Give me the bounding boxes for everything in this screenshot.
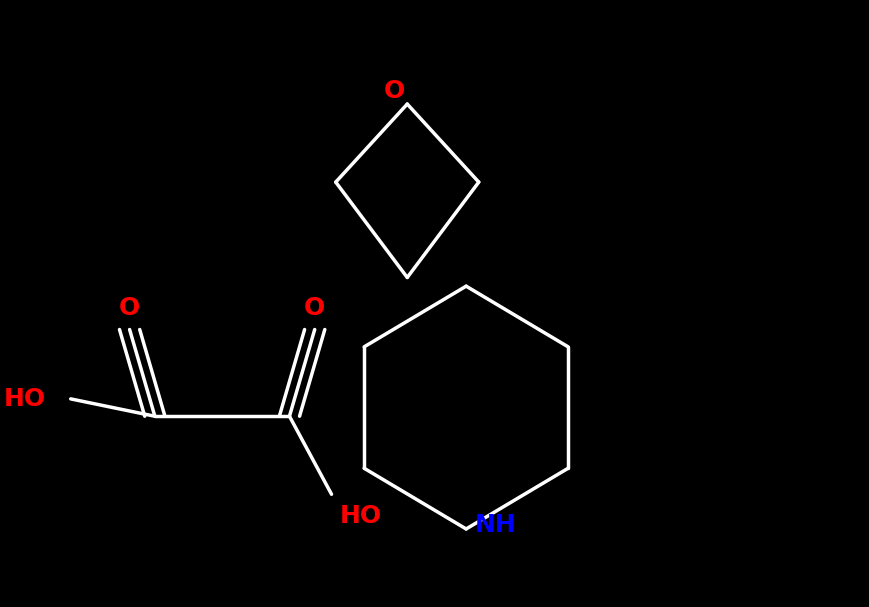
Text: NH: NH [474, 513, 515, 537]
Text: O: O [304, 296, 325, 320]
Text: O: O [119, 296, 140, 320]
Text: O: O [383, 79, 405, 103]
Text: HO: HO [3, 387, 45, 411]
Text: HO: HO [340, 504, 381, 528]
